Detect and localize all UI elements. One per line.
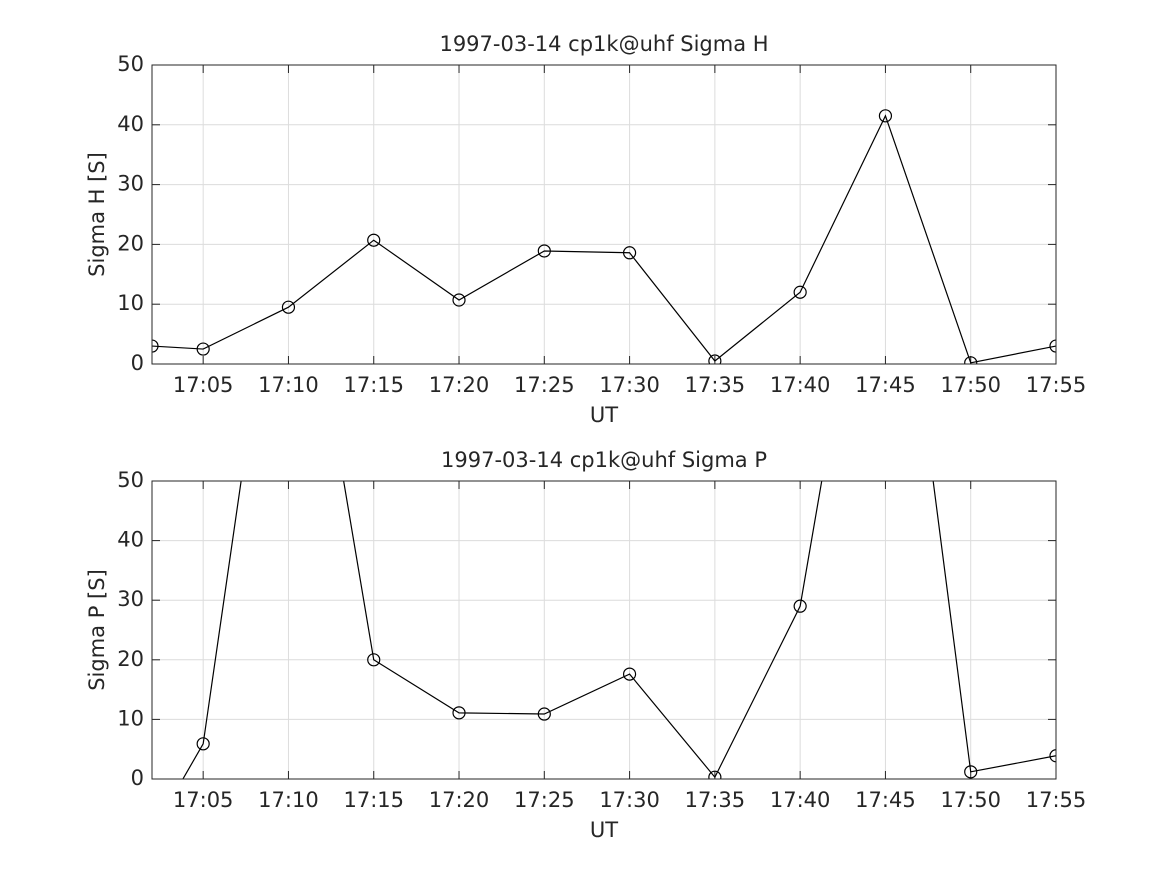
data-marker <box>537 244 551 258</box>
data-line <box>182 481 1056 779</box>
x-tick-label: 17:05 <box>173 788 234 812</box>
y-axis-label: Sigma H [S] <box>85 152 109 277</box>
x-tick-label: 17:10 <box>258 373 319 397</box>
data-marker <box>793 285 807 299</box>
data-marker <box>152 339 159 353</box>
x-tick-label: 17:35 <box>685 373 746 397</box>
x-tick-label: 17:55 <box>1026 788 1087 812</box>
y-tick-label: 0 <box>131 351 144 375</box>
data-marker <box>537 707 551 721</box>
y-tick-label: 10 <box>117 291 144 315</box>
plot-area <box>152 109 1056 364</box>
data-marker <box>878 109 893 123</box>
x-tick-label: 17:15 <box>343 373 404 397</box>
x-tick-label: 17:50 <box>940 373 1001 397</box>
x-tick-label: 17:40 <box>770 373 831 397</box>
y-tick-label: 50 <box>117 468 144 492</box>
x-tick-label: 17:05 <box>173 373 234 397</box>
x-axis-label: UT <box>590 818 618 842</box>
x-tick-label: 17:45 <box>855 373 916 397</box>
chart-title: 1997-03-14 cp1k@uhf Sigma P <box>441 448 767 472</box>
data-marker <box>793 599 807 613</box>
y-tick-label: 50 <box>117 52 144 76</box>
data-marker <box>196 342 210 356</box>
y-tick-label: 30 <box>117 587 144 611</box>
x-tick-label: 17:25 <box>514 788 575 812</box>
data-marker <box>964 765 978 779</box>
data-marker <box>622 667 637 681</box>
y-tick-label: 10 <box>117 706 144 730</box>
data-marker <box>452 706 466 720</box>
data-marker <box>622 246 637 260</box>
y-tick-label: 40 <box>117 112 144 136</box>
x-tick-label: 17:20 <box>429 373 490 397</box>
axes-box <box>151 64 1057 365</box>
y-tick-label: 30 <box>117 172 144 196</box>
data-marker <box>367 653 381 667</box>
data-line <box>152 114 1056 364</box>
x-axis-label: UT <box>590 403 618 427</box>
plot-area <box>182 481 1056 779</box>
x-tick-label: 17:55 <box>1026 373 1087 397</box>
y-tick-label: 40 <box>117 528 144 552</box>
x-tick-label: 17:30 <box>599 788 660 812</box>
data-marker <box>367 233 381 247</box>
x-tick-label: 17:50 <box>940 788 1001 812</box>
data-marker <box>281 300 296 314</box>
y-tick-label: 0 <box>131 766 144 790</box>
data-marker <box>1049 749 1056 763</box>
y-axis-label: Sigma P [S] <box>85 569 109 691</box>
x-tick-label: 17:30 <box>599 373 660 397</box>
x-tick-label: 17:45 <box>855 788 916 812</box>
x-tick-label: 17:20 <box>429 788 490 812</box>
x-tick-label: 17:15 <box>343 788 404 812</box>
data-marker <box>1049 339 1056 353</box>
data-marker <box>708 354 722 364</box>
axes-bg <box>152 481 1056 779</box>
x-tick-label: 17:10 <box>258 788 319 812</box>
data-marker <box>196 737 210 751</box>
data-marker <box>708 770 722 779</box>
data-marker <box>452 293 466 307</box>
x-tick-label: 17:35 <box>685 788 746 812</box>
chart-title: 1997-03-14 cp1k@uhf Sigma H <box>439 32 768 56</box>
y-tick-label: 20 <box>117 231 144 255</box>
y-tick-label: 20 <box>117 647 144 671</box>
x-tick-label: 17:40 <box>770 788 831 812</box>
axes-bg <box>152 65 1056 364</box>
axes-box <box>151 480 1057 780</box>
data-marker <box>964 356 978 364</box>
x-tick-label: 17:25 <box>514 373 575 397</box>
